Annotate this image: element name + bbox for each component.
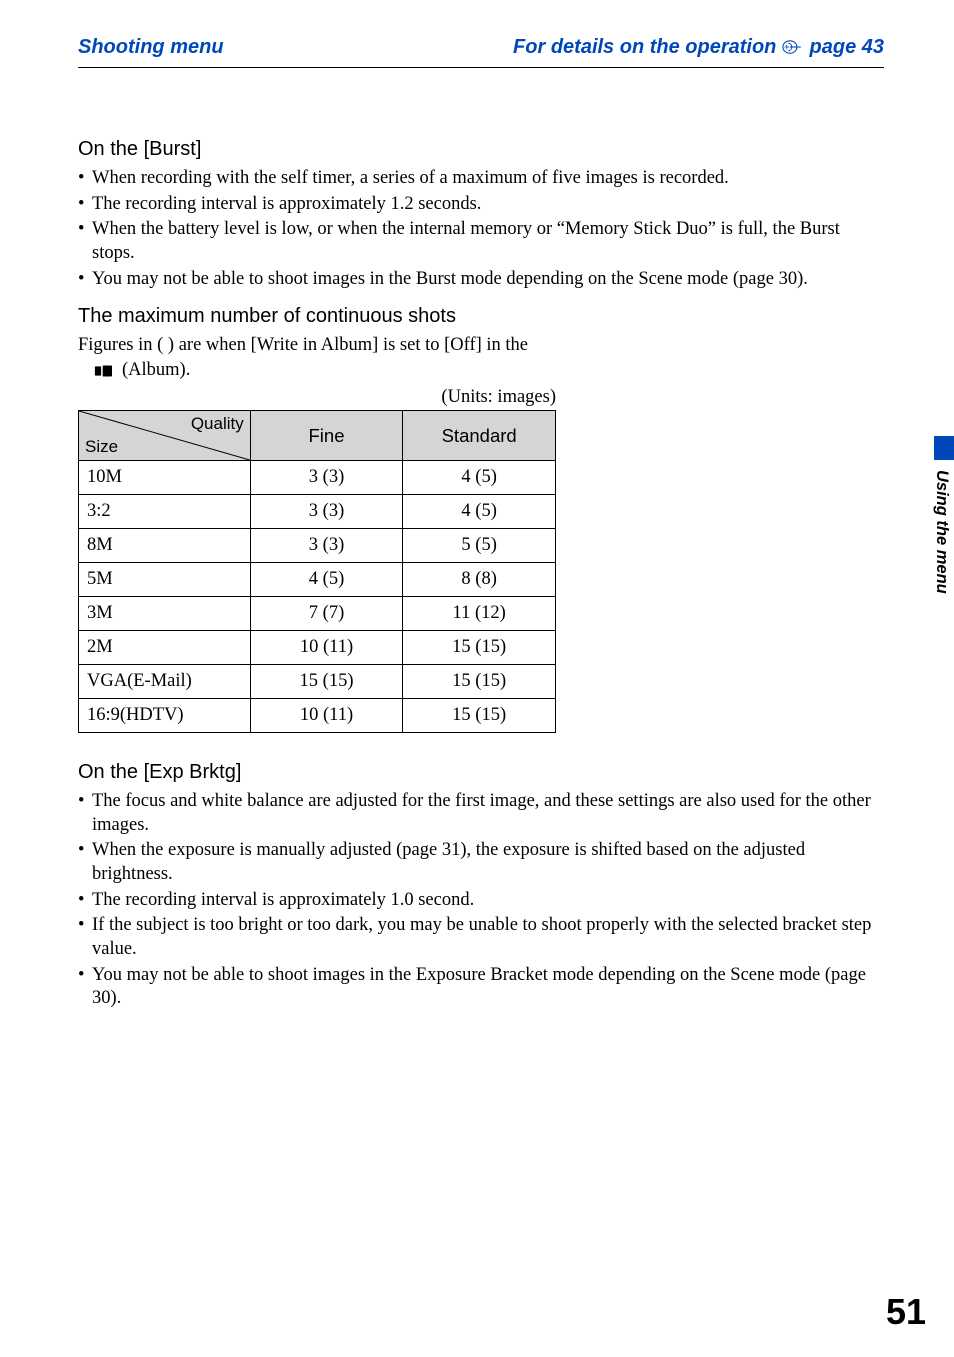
maxshots-heading: The maximum number of continuous shots [78,305,884,328]
table-row: 8M 3 (3) 5 (5) [79,529,556,563]
row-label: 16:9(HDTV) [79,699,251,733]
list-item: The recording interval is approximately … [78,889,884,913]
table-body: 10M 3 (3) 4 (5) 3:2 3 (3) 4 (5) 8M 3 (3)… [79,461,556,733]
cell-fine: 4 (5) [250,563,403,597]
page-number: 51 [886,1291,926,1333]
diag-size-label: Size [85,437,118,457]
shots-table: Quality Size Fine Standard 10M 3 (3) 4 (… [78,410,556,733]
list-item: When the battery level is low, or when t… [78,218,884,265]
cell-fine: 10 (11) [250,699,403,733]
cell-standard: 8 (8) [403,563,556,597]
list-item: If the subject is too bright or too dark… [78,914,884,961]
header-right-suffix: page 43 [810,36,884,58]
cell-standard: 4 (5) [403,461,556,495]
cell-standard: 15 (15) [403,699,556,733]
table-row: 10M 3 (3) 4 (5) [79,461,556,495]
header-left: Shooting menu [78,36,224,59]
table-row: 16:9(HDTV) 10 (11) 15 (15) [79,699,556,733]
row-label: 5M [79,563,251,597]
header-right-prefix: For details on the operation [513,36,782,58]
list-item: The focus and white balance are adjusted… [78,790,884,837]
table-header-row: Quality Size Fine Standard [79,411,556,461]
burst-list: When recording with the self timer, a se… [78,167,884,291]
cell-fine: 3 (3) [250,461,403,495]
table-row: 3:2 3 (3) 4 (5) [79,495,556,529]
diagonal-header: Quality Size [79,411,251,461]
list-item: When recording with the self timer, a se… [78,167,884,191]
table-row: 2M 10 (11) 15 (15) [79,631,556,665]
cell-standard: 11 (12) [403,597,556,631]
side-tab-text: Using the menu [932,470,951,594]
page: Shooting menu For details on the operati… [0,0,954,1357]
table-row: VGA(E-Mail) 15 (15) 15 (15) [79,665,556,699]
cell-fine: 7 (7) [250,597,403,631]
row-label: 3:2 [79,495,251,529]
album-suffix: (Album). [122,360,190,381]
list-item: You may not be able to shoot images in t… [78,268,884,292]
row-label: VGA(E-Mail) [79,665,251,699]
cell-standard: 15 (15) [403,631,556,665]
row-label: 3M [79,597,251,631]
table-row: 3M 7 (7) 11 (12) [79,597,556,631]
diag-quality-label: Quality [191,414,244,434]
side-tab-marker [934,436,954,460]
expbrktg-heading: On the [Exp Brktg] [78,761,884,784]
page-header: Shooting menu For details on the operati… [78,36,884,59]
album-icon [94,364,116,378]
header-rule [78,67,884,68]
table-row: 5M 4 (5) 8 (8) [79,563,556,597]
pointer-icon [782,40,804,54]
list-item: The recording interval is approximately … [78,193,884,217]
side-tab: Using the menu [926,452,954,602]
album-line: (Album). [78,360,884,381]
row-label: 2M [79,631,251,665]
units-label: (Units: images) [78,387,556,408]
cell-standard: 5 (5) [403,529,556,563]
row-label: 10M [79,461,251,495]
cell-standard: 15 (15) [403,665,556,699]
list-item: When the exposure is manually adjusted (… [78,839,884,886]
col-standard: Standard [403,411,556,461]
cell-standard: 4 (5) [403,495,556,529]
cell-fine: 15 (15) [250,665,403,699]
burst-heading: On the [Burst] [78,138,884,161]
cell-fine: 3 (3) [250,495,403,529]
cell-fine: 10 (11) [250,631,403,665]
col-fine: Fine [250,411,403,461]
expbrktg-list: The focus and white balance are adjusted… [78,790,884,1011]
cell-fine: 3 (3) [250,529,403,563]
list-item: You may not be able to shoot images in t… [78,964,884,1011]
header-right: For details on the operation page 43 [513,36,884,59]
figures-line: Figures in ( ) are when [Write in Album]… [78,334,884,358]
row-label: 8M [79,529,251,563]
